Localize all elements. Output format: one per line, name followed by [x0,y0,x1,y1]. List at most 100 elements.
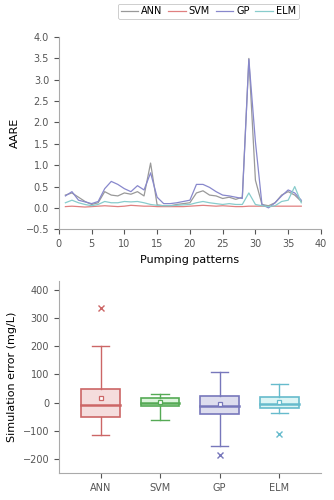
SVM [142,203,146,209]
ELM [76,200,80,206]
GP [207,184,211,190]
SVM [254,203,258,209]
GP [90,200,94,206]
ANN [96,200,100,206]
ANN [175,202,179,207]
ANN [162,203,166,209]
ELM [136,198,140,204]
GP [142,187,146,193]
ANN [260,202,264,207]
X-axis label: Pumping patterns: Pumping patterns [140,254,239,264]
ELM [122,198,126,204]
ELM [280,198,284,204]
GP [162,200,166,206]
ELM [142,200,146,206]
ANN [181,200,185,206]
ELM [201,198,205,204]
ANN [63,192,67,198]
SVM [70,203,74,209]
ANN [109,192,113,198]
ANN [234,196,238,202]
ELM [267,204,271,210]
SVM [96,203,100,209]
ANN [122,190,126,196]
Bar [141,398,179,406]
ELM [299,200,303,206]
ANN [293,192,297,198]
GP [194,182,198,188]
ELM [70,197,74,203]
GP [155,194,159,200]
GP [149,170,153,176]
SVM [63,204,67,210]
GP [83,199,87,205]
SVM [267,204,271,210]
ELM [188,202,192,207]
ANN [149,160,153,166]
SVM [175,204,179,210]
ELM [90,203,94,209]
GP [70,188,74,194]
Line: ELM: ELM [65,186,301,206]
SVM [227,203,231,209]
GP [280,193,284,199]
SVM [207,203,211,209]
ELM [83,202,87,207]
GP [96,198,100,204]
Y-axis label: Simulation error (mg/L): Simulation error (mg/L) [7,312,17,442]
GP [201,182,205,188]
GP [267,205,271,211]
GP [227,193,231,199]
SVM [240,204,244,210]
SVM [293,203,297,209]
ANN [70,190,74,196]
ANN [103,188,107,194]
SVM [234,204,238,210]
GP [299,197,303,203]
SVM [90,204,94,210]
GP [181,198,185,204]
ELM [247,190,251,196]
Legend: ANN, SVM, GP, ELM: ANN, SVM, GP, ELM [118,4,299,20]
Bar [200,396,239,414]
SVM [247,203,251,209]
ANN [201,188,205,194]
GP [286,187,290,193]
ANN [273,200,277,206]
GP [136,182,140,188]
GP [273,200,277,206]
ELM [103,198,107,204]
ELM [162,203,166,209]
ELM [234,202,238,207]
GP [103,186,107,192]
ANN [188,200,192,206]
GP [63,193,67,199]
SVM [122,203,126,209]
ANN [116,193,120,199]
ELM [155,202,159,208]
ELM [254,202,258,207]
GP [254,138,258,144]
ANN [168,203,172,209]
ELM [63,200,67,206]
ANN [286,188,290,194]
GP [240,196,244,202]
GP [221,192,225,198]
ELM [175,202,179,208]
GP [122,186,126,192]
SVM [149,203,153,209]
GP [234,194,238,200]
ELM [214,200,218,206]
GP [76,197,80,203]
ELM [129,199,133,205]
ELM [293,184,297,190]
ANN [247,56,251,62]
SVM [221,203,225,209]
Line: SVM: SVM [65,206,301,207]
ELM [109,200,113,206]
ELM [96,202,100,207]
GP [260,202,264,207]
SVM [260,203,264,209]
SVM [181,204,185,210]
ELM [273,203,277,209]
